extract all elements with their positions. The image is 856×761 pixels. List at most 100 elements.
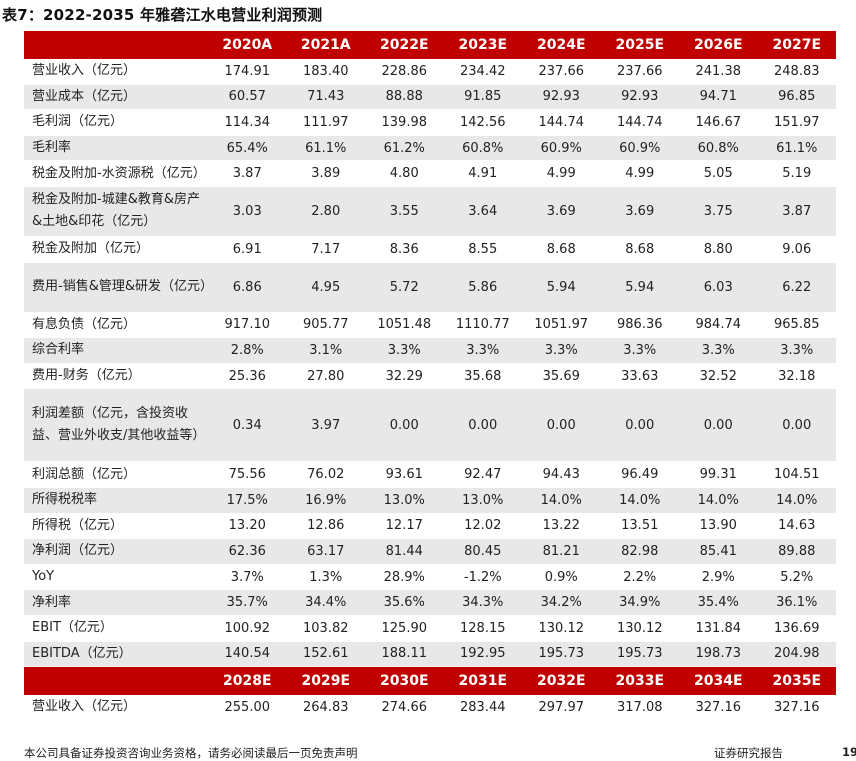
- table-row: 有息负债（亿元） 917.10 905.77 1051.48 1110.77 1051.9…: [24, 312, 836, 339]
- cell-value: 33.63: [600, 363, 679, 390]
- cell-value: -1.2%: [443, 564, 522, 591]
- cell-value: 104.51: [757, 461, 836, 488]
- cell-value: 5.94: [522, 262, 601, 313]
- cell-value: 7.17: [286, 236, 365, 263]
- cell-value: 2.9%: [679, 564, 758, 591]
- cell-value: 327.16: [679, 695, 758, 721]
- row-label: 税金及附加-城建&教育&房产&土地&印花（亿元）: [24, 186, 208, 237]
- cell-value: 92.47: [443, 461, 522, 488]
- cell-value: 60.8%: [443, 135, 522, 162]
- cell-value: 984.74: [679, 312, 758, 339]
- cell-value: 144.74: [522, 109, 601, 136]
- row-label: 有息负债（亿元）: [24, 312, 208, 339]
- cell-value: 3.7%: [208, 564, 287, 591]
- year-header: 2023E: [443, 31, 522, 59]
- row-label: 费用-销售&管理&研发（亿元）: [24, 262, 213, 313]
- cell-value: 94.71: [679, 84, 758, 111]
- cell-value: 25.36: [208, 363, 287, 390]
- cell-value: 5.72: [365, 262, 444, 313]
- table-row: 税金及附加-城建&教育&房产&土地&印花（亿元） 3.03 2.80 3.55 3.64…: [24, 186, 836, 237]
- cell-value: 2.8%: [208, 337, 287, 364]
- cell-value: 264.83: [286, 695, 365, 721]
- row-label: 毛利润（亿元）: [24, 109, 208, 136]
- cell-value: 6.86: [208, 262, 287, 313]
- year-header: 2029E: [286, 666, 365, 696]
- row-label: 综合利率: [24, 337, 208, 364]
- row-label: 净利率: [24, 589, 208, 616]
- cell-value: 0.00: [443, 388, 522, 463]
- year-header: 2021A: [286, 31, 365, 59]
- cell-value: 28.9%: [365, 564, 444, 591]
- cell-value: 4.91: [443, 160, 522, 187]
- cell-value: 0.00: [365, 388, 444, 463]
- cell-value: 85.41: [679, 538, 758, 565]
- cell-value: 32.29: [365, 363, 444, 390]
- cell-value: 4.99: [600, 160, 679, 187]
- table-row: 净利润（亿元） 62.36 63.17 81.44 80.45 81.21 82.98 85.…: [24, 538, 836, 565]
- cell-value: 81.21: [522, 538, 601, 565]
- cell-value: 3.3%: [522, 337, 601, 364]
- cell-value: 2.2%: [600, 564, 679, 591]
- cell-value: 12.02: [443, 513, 522, 540]
- cell-value: 32.18: [757, 363, 836, 390]
- cell-value: 12.17: [365, 513, 444, 540]
- cell-value: 32.52: [679, 363, 758, 390]
- cell-value: 125.90: [365, 615, 444, 642]
- cell-value: 195.73: [600, 641, 679, 668]
- table-row: 所得税税率 17.5% 16.9% 13.0% 13.0% 14.0% 14.0% 14.0%…: [24, 487, 836, 514]
- cell-value: 82.98: [600, 538, 679, 565]
- cell-value: 917.10: [208, 312, 287, 339]
- cell-value: 16.9%: [286, 487, 365, 514]
- cell-value: 6.91: [208, 236, 287, 263]
- cell-value: 0.9%: [522, 564, 601, 591]
- cell-value: 13.22: [522, 513, 601, 540]
- cell-value: 75.56: [208, 461, 287, 488]
- cell-value: 81.44: [365, 538, 444, 565]
- cell-value: 327.16: [757, 695, 836, 721]
- cell-value: 131.84: [679, 615, 758, 642]
- cell-value: 241.38: [679, 59, 758, 85]
- cell-value: 2.80: [286, 186, 365, 237]
- cell-value: 234.42: [443, 59, 522, 85]
- cell-value: 34.3%: [443, 589, 522, 616]
- cell-value: 128.15: [443, 615, 522, 642]
- year-header: 2032E: [522, 666, 601, 696]
- table-row: EBITDA（亿元） 140.54 152.61 188.11 192.95 195.73…: [24, 641, 836, 668]
- table-row: 营业收入（亿元） 255.00 264.83 274.66 283.44 297.97 31…: [24, 695, 836, 721]
- cell-value: 146.67: [679, 109, 758, 136]
- cell-value: 144.74: [600, 109, 679, 136]
- row-label: 净利润（亿元）: [24, 538, 208, 565]
- cell-value: 274.66: [365, 695, 444, 721]
- row-label: 营业收入（亿元）: [24, 695, 208, 721]
- cell-value: 35.4%: [679, 589, 758, 616]
- cell-value: 151.97: [757, 109, 836, 136]
- cell-value: 8.80: [679, 236, 758, 263]
- cell-value: 4.80: [365, 160, 444, 187]
- cell-value: 3.3%: [600, 337, 679, 364]
- cell-value: 103.82: [286, 615, 365, 642]
- footer-disclaimer: 本公司具备证券投资咨询业务资格，请务必阅读最后一页免责声明: [24, 746, 358, 760]
- cell-value: 228.86: [365, 59, 444, 85]
- cell-value: 3.69: [600, 186, 679, 237]
- page-number: 19: [842, 745, 856, 759]
- cell-value: 14.0%: [679, 487, 758, 514]
- cell-value: 5.05: [679, 160, 758, 187]
- year-header: 2031E: [443, 666, 522, 696]
- cell-value: 152.61: [286, 641, 365, 668]
- cell-value: 13.0%: [443, 487, 522, 514]
- cell-value: 13.20: [208, 513, 287, 540]
- row-label: 营业收入（亿元）: [24, 59, 208, 85]
- table-title: 表7：2022-2035 年雅砻江水电营业利润预测: [2, 6, 323, 24]
- table-row: 毛利润（亿元） 114.34 111.97 139.98 142.56 144.74 144…: [24, 109, 836, 136]
- row-label: EBIT（亿元）: [24, 615, 208, 642]
- cell-value: 5.2%: [757, 564, 836, 591]
- year-header: 2030E: [365, 666, 444, 696]
- cell-value: 3.69: [522, 186, 601, 237]
- cell-value: 8.68: [600, 236, 679, 263]
- cell-value: 195.73: [522, 641, 601, 668]
- cell-value: 283.44: [443, 695, 522, 721]
- table-row: 营业成本（亿元） 60.57 71.43 88.88 91.85 92.93 92.93 94…: [24, 84, 836, 111]
- cell-value: 0.34: [208, 388, 287, 463]
- footer-report-type: 证券研究报告: [714, 746, 783, 760]
- cell-value: 91.85: [443, 84, 522, 111]
